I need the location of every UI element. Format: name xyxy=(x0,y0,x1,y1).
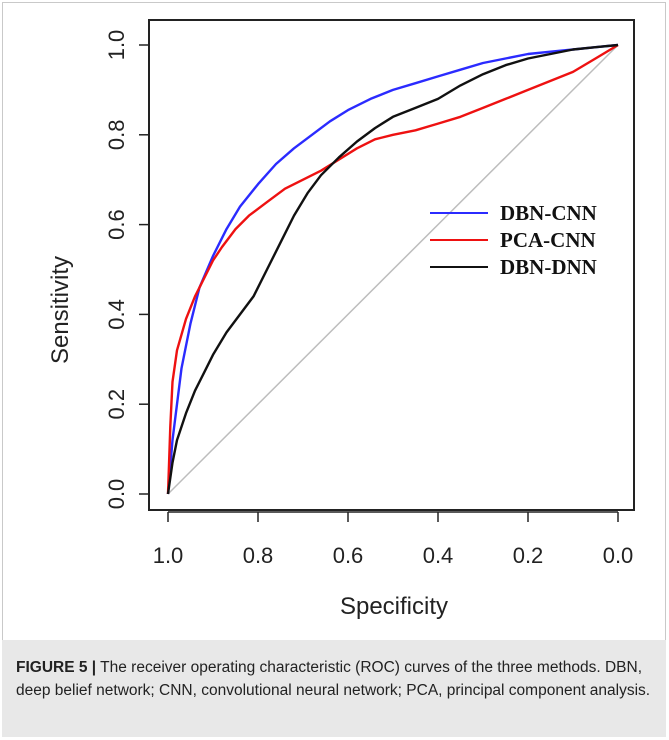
roc-chart: 1.0 0.8 0.6 0.4 0.2 0.0 0.0 0.2 0.4 0.6 0.8 1.0 Sp… xyxy=(47,19,635,620)
series-line-dbn-cnn xyxy=(166,43,619,495)
legend-label-dbn-dnn: DBN-DNN xyxy=(500,255,597,279)
y-tick-label: 0.8 xyxy=(104,120,129,151)
caption-text: The receiver operating characteristic (R… xyxy=(16,659,651,699)
x-tick-label: 1.0 xyxy=(153,543,184,568)
x-tick-label: 0.4 xyxy=(423,543,454,568)
legend-label-pca-cnn: PCA-CNN xyxy=(500,228,596,252)
y-tick-label: 0.4 xyxy=(104,299,129,330)
figure-caption: FIGURE 5 | The receiver operating charac… xyxy=(2,640,666,737)
y-axis-title: Sensitivity xyxy=(47,256,74,364)
x-tick-label: 0.8 xyxy=(243,543,274,568)
x-tick-label: 0.6 xyxy=(333,543,364,568)
caption-label: FIGURE 5 | xyxy=(16,659,97,676)
y-tick-label: 0.6 xyxy=(104,209,129,240)
x-tick-label: 0.0 xyxy=(603,543,634,568)
y-tick-label: 1.0 xyxy=(104,30,129,61)
x-tick-label: 0.2 xyxy=(513,543,544,568)
diagonal-reference-line xyxy=(167,44,619,495)
legend: DBN-CNN PCA-CNN DBN-DNN xyxy=(430,201,597,279)
x-axis-title: Specificity xyxy=(340,593,448,620)
legend-label-dbn-cnn: DBN-CNN xyxy=(500,201,597,225)
y-tick-label: 0.0 xyxy=(104,479,129,510)
y-tick-label: 0.2 xyxy=(104,389,129,420)
series-line-dbn-dnn xyxy=(166,43,619,495)
series-line-pca-cnn xyxy=(166,43,619,495)
